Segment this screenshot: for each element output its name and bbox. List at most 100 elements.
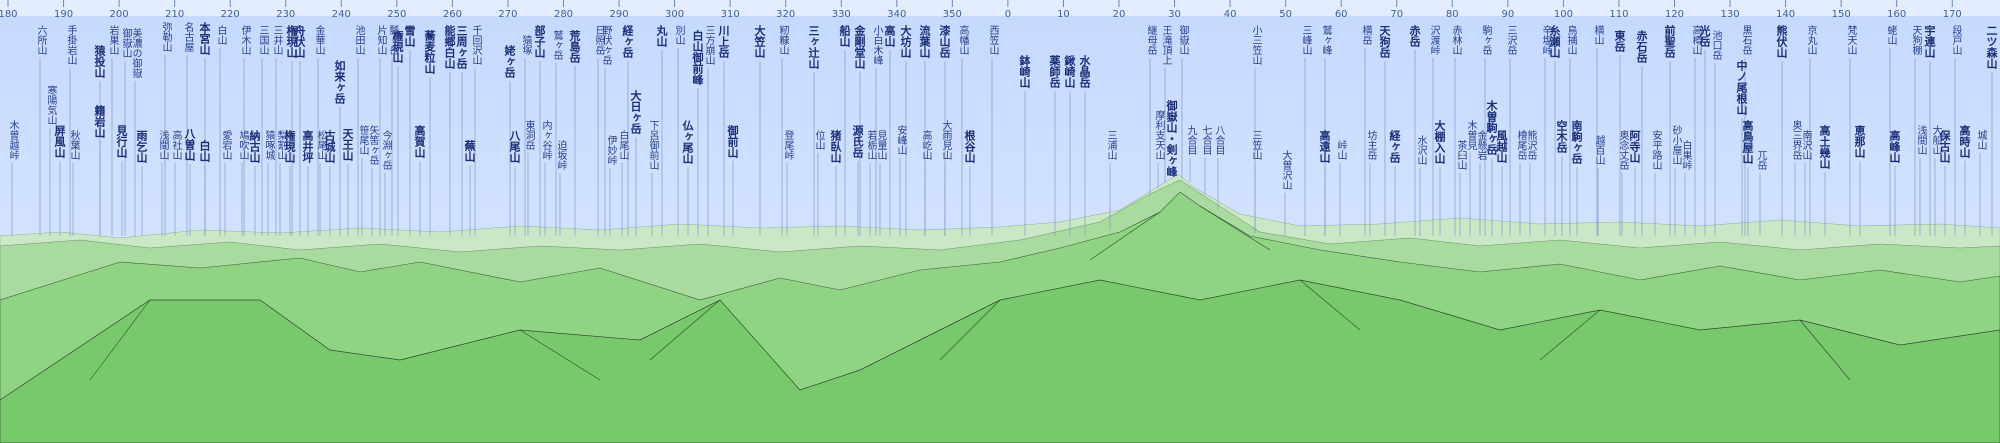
peak-label: 駒ヶ岳 [1480, 25, 1491, 55]
peak-label: 御嶽山 [1177, 25, 1188, 55]
peak-label: 兀岳 [1755, 150, 1766, 170]
peak-label: 雪山 [403, 25, 416, 47]
peak-label: 小白木峰 [871, 25, 882, 65]
peak-label: 高土幾山 [1818, 125, 1831, 169]
peak-label: 蛯山 [1885, 25, 1896, 45]
azimuth-label: 220 [220, 9, 240, 20]
peak-label: 木曽見 [1465, 120, 1476, 150]
peak-label: 高時山 [1958, 125, 1971, 158]
peak-label: 納古山 [248, 130, 261, 163]
peak-label: 三笠山 [1250, 130, 1261, 160]
peak-label: 高山 [883, 25, 896, 47]
peak-label: 御嶽山・剣ヶ峰 [1165, 100, 1178, 177]
peak-label: 八合目 [1213, 125, 1224, 155]
peak-label: 熊伏山 [1775, 25, 1788, 58]
peak-label: 雨乞山 [135, 130, 148, 163]
peak-label: 能郷白山 [443, 25, 456, 69]
peak-label: 越百山 [1593, 135, 1604, 165]
peak-label: 日照岳 [593, 25, 604, 55]
peak-label: 高鳥屋山 [1741, 120, 1754, 164]
peak-label: 南駒ヶ岳 [1570, 120, 1583, 164]
peak-label: 奥三界岳 [1790, 120, 1801, 160]
peak-label: 本宮山 [198, 22, 211, 55]
peak-label: 瓢ヶ岳 [387, 25, 398, 55]
peak-label: 若栃山 [865, 130, 876, 160]
peak-label: 八曽山 [183, 128, 196, 161]
peak-label: 金剛堂山 [853, 25, 866, 69]
peak-label: 漆山岳 [938, 25, 951, 58]
peak-label: 伊妙峠 [605, 135, 616, 165]
peak-label: 舟伏山 [293, 25, 306, 58]
azimuth-label: 320 [776, 9, 796, 20]
azimuth-label: 0 [1004, 9, 1012, 20]
peak-label: 高井坪 [301, 130, 314, 163]
peak-label: 阿寺山 [1628, 130, 1641, 163]
peak-label: 小三笠山 [1250, 25, 1261, 65]
peak-label: 猪臥山 [829, 130, 842, 163]
azimuth-label: 40 [1223, 9, 1237, 20]
peak-label: 宇連山 [1923, 25, 1936, 58]
azimuth-label: 100 [1553, 9, 1573, 20]
azimuth-label: 200 [109, 9, 129, 20]
azimuth-label: 90 [1501, 9, 1515, 20]
peak-label: 高峰山 [1888, 130, 1901, 163]
azimuth-label: 110 [1609, 9, 1629, 20]
peak-label: 城山 [1975, 130, 1986, 150]
peak-label: 大笠山 [753, 25, 766, 58]
peak-label: 横岳 [1360, 25, 1371, 45]
peak-label: 千回沢山 [470, 25, 481, 65]
peak-label: 大船山 [1930, 125, 1941, 155]
peak-label: 糸瀬山 [1548, 25, 1561, 58]
peak-label: 大日ヶ岳 [629, 90, 642, 134]
azimuth-label: 330 [831, 9, 851, 20]
azimuth-label: 130 [1720, 9, 1740, 20]
peak-label: 蕪山 [463, 140, 476, 162]
peak-label: 迫坂峠 [555, 140, 566, 170]
peak-label: 籍岩山 [93, 105, 106, 138]
peak-label: 川上岳 [717, 25, 730, 58]
peak-label: 登尾峠 [782, 130, 793, 160]
peak-label: 屏風山 [53, 125, 66, 158]
peak-label: 大坊山 [899, 25, 912, 58]
peak-label: 野伏ヶ岳 [600, 25, 611, 65]
peak-label: 横山 [1592, 25, 1603, 45]
peak-label: 部子山 [533, 25, 546, 58]
peak-label: 檜尾岳 [1515, 130, 1526, 160]
peak-label: 白山 [215, 25, 226, 45]
azimuth-label: 70 [1390, 9, 1404, 20]
peak-label: 高賀山 [413, 125, 426, 158]
azimuth-label: 80 [1445, 9, 1459, 20]
peak-label: 大棚入山 [1433, 120, 1446, 164]
peak-label: 下呂御前山 [647, 120, 658, 170]
peak-label: 三国山 [257, 25, 268, 55]
peak-label: 熊沢岳 [1525, 130, 1536, 160]
peak-label: 王滝頂上 [1160, 25, 1171, 65]
peak-label: 大雨見山 [940, 120, 951, 160]
peak-label: 摩利支天山 [1153, 110, 1164, 160]
peak-label: 鷲ヶ峰 [1320, 25, 1331, 55]
peak-label: 丸山 [655, 25, 668, 47]
peak-label: 黒石岳 [1740, 25, 1751, 55]
peak-label: 源氏岳 [851, 125, 864, 158]
peak-label: 茶臼山 [1455, 140, 1466, 170]
peak-label: 三井山 [271, 25, 282, 55]
peak-label: 別山 [673, 25, 684, 45]
azimuth-label: 240 [331, 9, 351, 20]
peak-label: 三ヶ辻山 [807, 25, 820, 69]
peak-label: 姥ヶ岳 [503, 45, 516, 78]
peak-label: 鉢崎山 [1018, 55, 1031, 88]
peak-label: 仏ヶ尾山 [681, 120, 694, 164]
azimuth-label: 50 [1279, 9, 1293, 20]
peak-label: 伊木山 [239, 25, 250, 55]
peak-label: 秋葉山 [68, 130, 79, 160]
azimuth-label: 280 [553, 9, 574, 20]
peak-label: 金懸岩 [1475, 130, 1486, 160]
peak-label: 権現山 [285, 25, 298, 58]
peak-label: 高幡山 [957, 25, 968, 55]
peak-label: 三周ヶ岳 [455, 25, 468, 69]
peak-label: 猿啄城 [263, 130, 274, 160]
azimuth-label: 30 [1168, 9, 1181, 20]
peak-label: 名古屋 [182, 22, 193, 52]
